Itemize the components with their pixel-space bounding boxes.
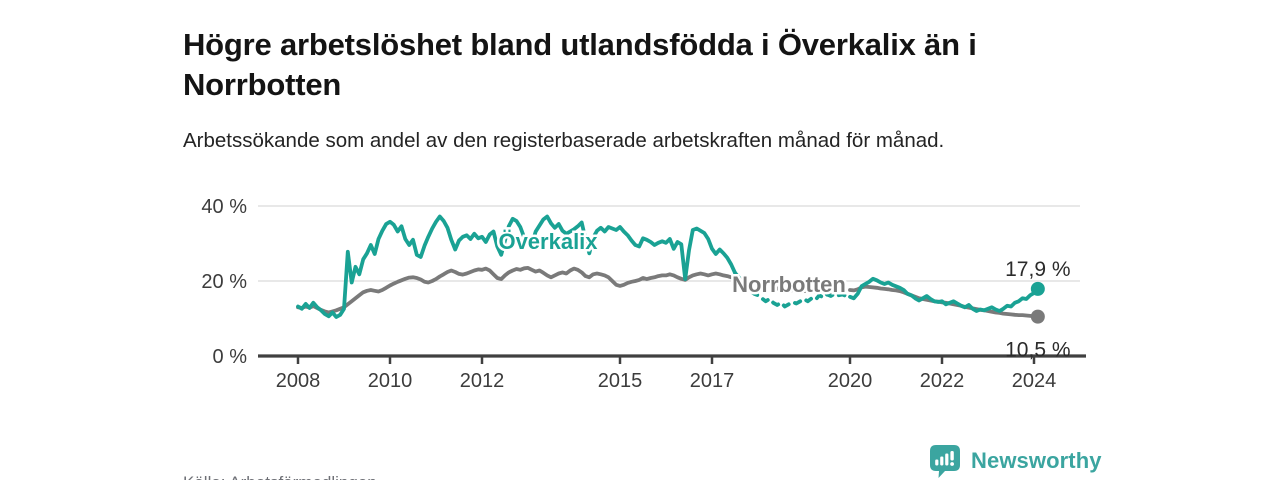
x-axis-label-2024: 2024 xyxy=(1012,370,1057,392)
end-value-label-Överkalix: 17,9 % xyxy=(1005,258,1070,281)
x-axis-label-2010: 2010 xyxy=(368,370,413,392)
source-note: Källa: Arbetsförmedlingen xyxy=(183,473,377,480)
x-axis-label-2008: 2008 xyxy=(276,370,321,392)
end-value-label-Norrbotten: 10,5 % xyxy=(1005,339,1070,362)
series-line-dashed-Överkalix xyxy=(733,270,852,309)
x-axis-label-2017: 2017 xyxy=(690,370,735,392)
newsworthy-chart-bubble-icon xyxy=(928,443,962,479)
x-axis-label-2022: 2022 xyxy=(920,370,965,392)
y-axis-label-0: 0 % xyxy=(213,346,248,368)
line-chart: 0 % 20 % 40 % 2008 2010 2012 2015 2017 2020 2022 2… xyxy=(170,190,1110,400)
x-axis-label-2020: 2020 xyxy=(828,370,873,392)
series-line-solid-Överkalix xyxy=(296,214,737,319)
series-line-solid-Norrbotten xyxy=(296,266,737,315)
x-axis-label-2015: 2015 xyxy=(598,370,643,392)
series-line-dashed-Norrbotten xyxy=(733,276,852,295)
line-chart-svg: 0 % 20 % 40 % 2008 2010 2012 2015 2017 2020 2022 2… xyxy=(201,196,1086,392)
page-subtitle: Arbetssökande som andel av den registerb… xyxy=(183,128,945,152)
series-end-dot-Överkalix xyxy=(1030,281,1045,296)
series-label-Norrbotten: Norrbotten xyxy=(732,272,846,297)
x-axis-label-2012: 2012 xyxy=(460,370,505,392)
series-label-Överkalix: Överkalix xyxy=(498,229,598,254)
newsworthy-logo: Newsworthy xyxy=(928,443,1102,479)
y-axis-label-20: 20 % xyxy=(201,271,247,293)
series-end-dot-Norrbotten xyxy=(1030,309,1045,324)
newsworthy-wordmark: Newsworthy xyxy=(971,448,1102,473)
series-line-solid2-Överkalix xyxy=(848,276,1040,313)
page-title: Högre arbetslöshet bland utlandsfödda i … xyxy=(183,26,977,102)
y-axis-label-40: 40 % xyxy=(201,196,247,218)
